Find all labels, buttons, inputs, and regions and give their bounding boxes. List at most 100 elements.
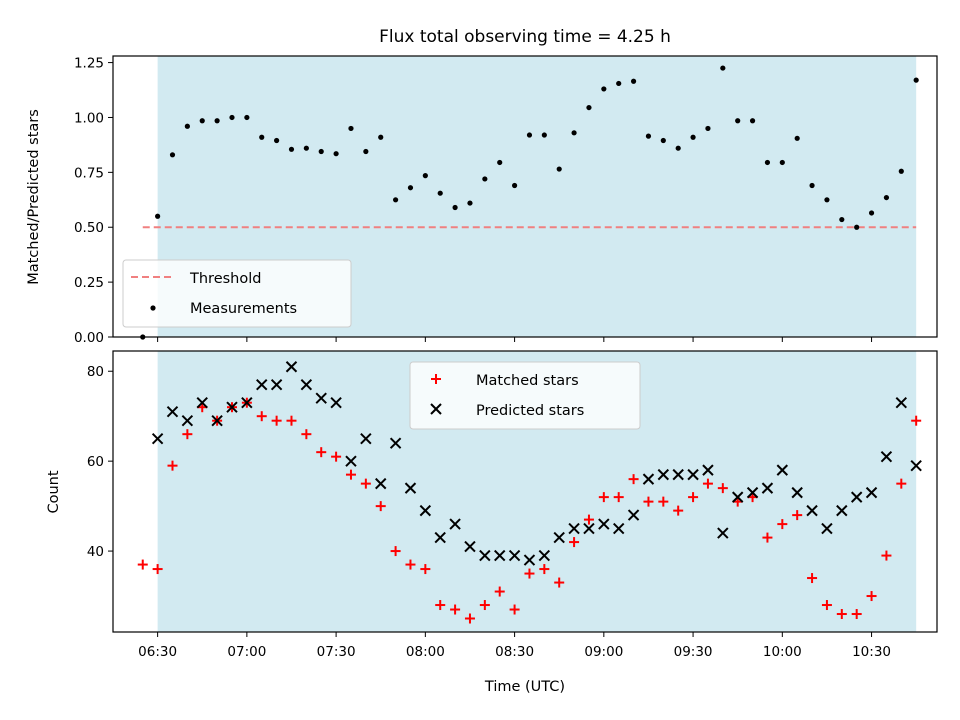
measurement-point xyxy=(288,146,295,152)
matched-star-point xyxy=(866,591,877,602)
predicted-star-point xyxy=(731,491,744,503)
predicted-star-point xyxy=(836,504,848,517)
predicted-star-point xyxy=(627,509,640,521)
top-panel: Flux total observing time = 4.25 h 0.00 0… xyxy=(26,27,938,346)
legend-matched-label: Matched stars xyxy=(476,373,579,389)
predicted-star-point xyxy=(315,392,327,404)
measurement-point xyxy=(169,152,176,158)
matched-star-point xyxy=(450,604,461,615)
x-tick-label: 09:00 xyxy=(584,644,623,660)
predicted-star-point xyxy=(672,468,684,481)
y-tick-label: 0.00 xyxy=(74,330,104,346)
legend-matched-swatch xyxy=(431,374,441,384)
bottom-y-ticks: 40 60 80 xyxy=(87,364,113,560)
measurement-point xyxy=(378,134,384,140)
matched-star-point xyxy=(881,550,892,561)
measurement-point xyxy=(586,104,592,111)
measurement-point xyxy=(333,151,339,157)
matched-star-point xyxy=(167,460,178,471)
matched-star-point xyxy=(286,415,297,426)
measurement-point xyxy=(437,190,443,196)
top-x-ticks xyxy=(157,337,873,342)
predicted-star-point xyxy=(181,414,194,427)
measurement-point xyxy=(645,133,652,139)
measurement-point xyxy=(541,132,547,138)
measurement-point xyxy=(422,173,428,179)
measurement-point xyxy=(749,118,756,124)
measurements-points xyxy=(140,65,919,340)
measurement-point xyxy=(348,125,354,132)
matched-star-point xyxy=(702,478,713,489)
measurement-point xyxy=(616,80,622,87)
measurement-point xyxy=(363,148,369,155)
predicted-star-point xyxy=(479,549,491,562)
measurement-point xyxy=(303,145,309,151)
predicted-star-point xyxy=(598,518,610,530)
measurement-point xyxy=(854,224,860,230)
predicted-star-point xyxy=(746,486,759,499)
measurement-point xyxy=(392,197,399,203)
matched-star-point xyxy=(554,577,565,588)
x-tick-label: 08:30 xyxy=(495,644,534,660)
measurement-point xyxy=(705,125,711,132)
legend-measurements-swatch xyxy=(150,305,156,311)
predicted-star-point xyxy=(166,405,179,418)
measurement-point xyxy=(660,137,666,144)
matched-star-point xyxy=(152,564,163,575)
matched-star-point xyxy=(494,586,505,597)
matched-star-point xyxy=(375,501,386,512)
matched-star-point xyxy=(479,600,490,611)
matched-star-point xyxy=(643,496,654,507)
matched-star-point xyxy=(345,469,356,480)
matched-star-point xyxy=(896,478,907,489)
bottom-x-ticks: 06:30 07:00 07:30 08:00 08:30 09:00 09:30 10:00… xyxy=(138,632,891,660)
predicted-star-point xyxy=(196,396,208,409)
matched-star-point xyxy=(316,447,327,458)
top-y-axis-label: Matched/Predicted stars xyxy=(26,109,42,285)
y-tick-label: 1.00 xyxy=(74,110,104,126)
legend-threshold-label: Threshold xyxy=(189,271,261,287)
predicted-star-point xyxy=(345,455,357,467)
top-y-ticks: 0.00 0.25 0.50 0.75 1.00 1.25 xyxy=(74,56,113,346)
predicted-star-point xyxy=(568,522,580,535)
matched-star-point xyxy=(807,573,818,584)
predicted-star-point xyxy=(865,486,878,499)
matched-star-point xyxy=(673,505,684,516)
measurement-point xyxy=(482,176,488,182)
x-axis-label: Time (UTC) xyxy=(484,679,565,695)
predicted-star-point xyxy=(300,379,313,391)
matched-star-point xyxy=(792,510,803,521)
x-tick-label: 07:00 xyxy=(227,644,266,660)
matched-star-point xyxy=(435,600,446,611)
measurement-point xyxy=(764,159,771,166)
y-tick-label: 80 xyxy=(87,364,104,380)
matched-star-point xyxy=(524,568,535,579)
predicted-star-point xyxy=(211,414,223,427)
measurement-point xyxy=(794,135,800,141)
y-tick-label: 0.25 xyxy=(74,275,104,291)
bottom-legend: Matched stars Predicted stars xyxy=(409,361,641,430)
predicted-star-point xyxy=(761,482,774,494)
measurement-point xyxy=(779,159,785,166)
measurement-point xyxy=(318,148,324,155)
matched-star-point xyxy=(658,496,669,507)
predicted-star-point xyxy=(508,549,521,562)
y-tick-label: 0.50 xyxy=(74,220,104,236)
measurement-point xyxy=(229,114,235,121)
matched-star-point xyxy=(836,609,847,620)
predicted-star-point xyxy=(523,554,536,566)
predicted-star-point xyxy=(612,522,625,535)
predicted-star-point xyxy=(687,468,699,481)
legend-predicted-swatch xyxy=(430,403,442,415)
predicted-star-point xyxy=(642,473,655,485)
predicted-star-point xyxy=(850,491,863,503)
measurement-point xyxy=(184,123,190,129)
predicted-star-point xyxy=(806,504,818,517)
y-tick-label: 60 xyxy=(87,454,104,470)
measurement-point xyxy=(214,118,220,124)
matched-star-point xyxy=(688,492,699,503)
matched-star-point xyxy=(851,609,862,620)
chart-title: Flux total observing time = 4.25 h xyxy=(379,27,671,47)
matched-star-point xyxy=(717,483,728,494)
